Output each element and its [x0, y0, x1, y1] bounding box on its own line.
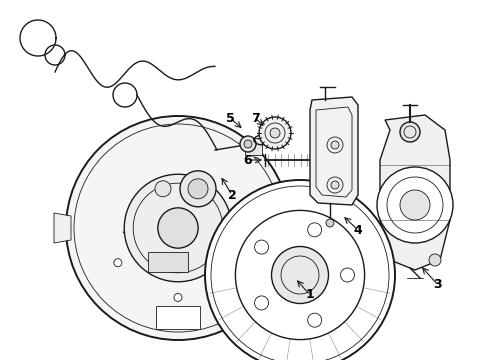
Circle shape	[270, 128, 280, 138]
Circle shape	[331, 181, 339, 189]
Circle shape	[400, 122, 420, 142]
Circle shape	[308, 223, 321, 237]
Circle shape	[271, 247, 328, 303]
Circle shape	[259, 117, 291, 149]
Polygon shape	[310, 97, 358, 205]
Polygon shape	[245, 138, 262, 155]
Circle shape	[255, 240, 269, 254]
Circle shape	[308, 313, 321, 327]
Polygon shape	[380, 115, 450, 270]
Text: 2: 2	[228, 189, 236, 202]
Polygon shape	[148, 252, 188, 271]
Text: 1: 1	[306, 288, 315, 302]
Text: 4: 4	[354, 224, 363, 237]
Circle shape	[331, 141, 339, 149]
Circle shape	[400, 190, 430, 220]
Circle shape	[188, 179, 208, 199]
Circle shape	[180, 171, 216, 207]
Circle shape	[240, 136, 256, 152]
Circle shape	[341, 268, 354, 282]
Circle shape	[377, 167, 453, 243]
Text: 7: 7	[250, 112, 259, 125]
Circle shape	[326, 219, 334, 227]
Circle shape	[158, 208, 198, 248]
Circle shape	[429, 254, 441, 266]
Circle shape	[124, 174, 232, 282]
Text: 6: 6	[244, 153, 252, 166]
Circle shape	[66, 116, 290, 340]
Circle shape	[255, 296, 269, 310]
Circle shape	[234, 259, 242, 267]
Polygon shape	[285, 213, 302, 243]
Polygon shape	[54, 213, 71, 243]
Circle shape	[114, 259, 122, 267]
Text: 5: 5	[225, 112, 234, 125]
Circle shape	[205, 180, 395, 360]
Circle shape	[244, 140, 252, 148]
Text: 3: 3	[434, 279, 442, 292]
Circle shape	[155, 181, 171, 197]
Polygon shape	[156, 306, 200, 329]
Circle shape	[174, 293, 182, 301]
